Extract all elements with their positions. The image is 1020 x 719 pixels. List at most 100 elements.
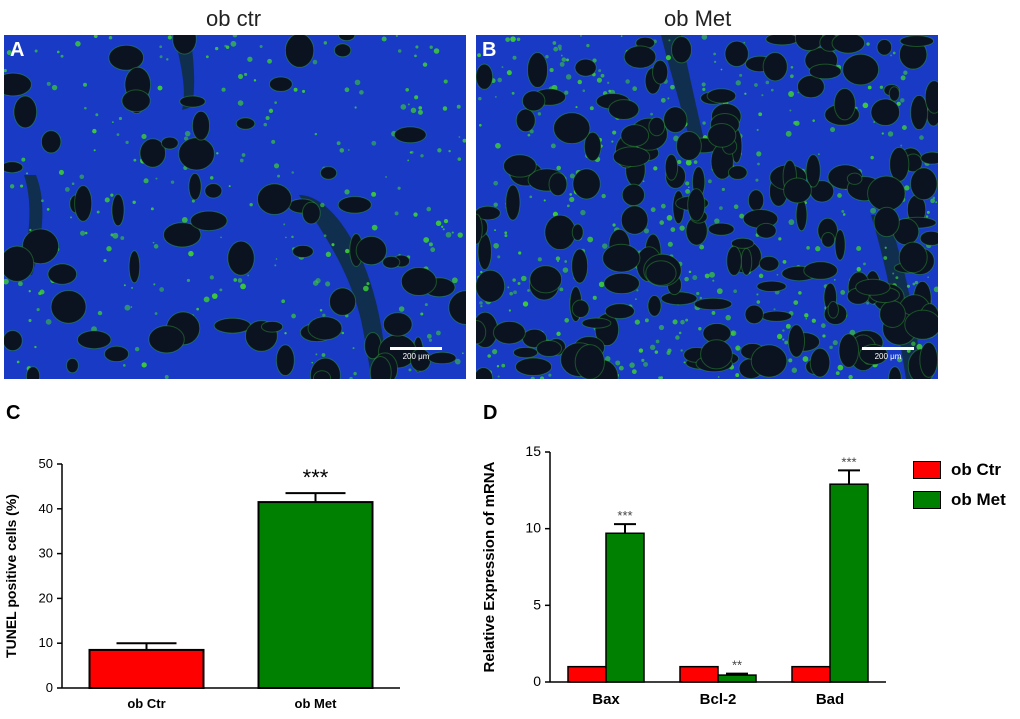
tunel-signal [133,158,137,162]
tunel-signal [569,193,573,196]
tunel-signal [702,87,706,91]
tunel-signal [785,130,792,137]
lipid-vacuole [77,330,112,350]
tunel-signal [788,91,795,97]
tunel-signal [719,206,723,210]
tunel-signal [413,212,418,217]
mrna-significance-label: *** [617,508,632,523]
tunel-signal [461,352,464,355]
tunel-signal [559,61,565,67]
tunel-signal [247,56,253,62]
lipid-vacuole [888,86,900,102]
tunel-signal [776,333,783,340]
lipid-vacuole [574,344,605,379]
tunel-signal [221,87,226,92]
lipid-vacuole [602,243,641,273]
scale-bar-a-line [390,347,442,350]
tunel-signal [730,331,735,336]
tunel-signal [512,278,516,282]
tunel-signal [631,369,637,375]
tunel-signal [323,234,327,237]
legend-label-ob-ctr: ob Ctr [951,460,1002,479]
tunel-signal [241,153,246,157]
tunel-signal [709,271,715,278]
tunel-chart: 0 10 20 30 40 50 TUNEL positive cells (%) ob Ct… [0,440,420,719]
lipid-vacuole [355,235,387,266]
tunel-signal [667,97,670,100]
tunel-signal [131,286,134,289]
tunel-signal [701,35,708,40]
lipid-vacuole [608,99,640,121]
lipid-vacuole [581,317,612,329]
micrograph-ob-met-image [476,35,938,379]
tunel-signal [96,210,100,214]
tunel-signal [29,228,32,232]
tunel-signal [685,159,692,166]
tunel-signal [150,207,154,211]
tunel-signal [632,86,638,92]
scale-bar-a: 200 μm [390,347,442,361]
tunel-signal [497,375,500,378]
tunel-signal [672,319,678,325]
tunel-signal [670,84,675,90]
tunel-signal [433,48,440,54]
scale-bar-b-line [862,347,914,350]
lipid-vacuole [521,90,546,112]
lipid-vacuole [726,245,742,276]
tunel-signal [152,241,155,244]
lipid-vacuole [312,370,332,379]
lipid-vacuole [700,339,733,370]
tunel-signal [493,202,498,207]
mrna-bar-bcl-2-ob-ctr [679,665,719,683]
tunel-signal [18,281,23,287]
tunel-signal [277,174,281,178]
lipid-vacuole [663,106,688,134]
tunel-signal [556,165,561,171]
tunel-signal [856,245,862,251]
lipid-vacuole [328,287,357,316]
tunel-signal [890,54,893,57]
lipid-vacuole [427,351,457,365]
lipid-vacuole [707,123,737,148]
scale-bar-a-label: 200 μm [402,352,430,361]
tunel-signal [104,197,110,203]
tunel-signal [352,347,355,350]
tunel-signal [537,112,542,116]
tunel-signal [881,132,884,135]
tunel-signal [448,149,451,153]
lipid-vacuole [292,244,314,259]
tunel-signal [673,135,679,142]
lipid-vacuole [333,43,352,58]
tunel-signal [782,260,787,264]
lipid-vacuole [256,183,293,216]
tunel-signal [511,91,515,95]
tunel-signal [75,41,81,47]
lipid-vacuole [544,214,577,251]
tunel-signal [896,356,903,363]
lipid-vacuole [898,241,928,274]
tunel-signal [870,207,877,214]
tunel-signal [776,273,779,276]
tunel-signal [564,260,568,263]
blood-vessel [299,195,386,379]
tunel-signal [97,310,103,316]
tunel-signal [784,340,788,345]
tunel-signal [900,98,905,103]
tunel-signal [678,331,682,335]
lipid-vacuole [652,59,669,85]
lipid-vacuole [919,230,938,246]
tunel-signal [773,308,776,311]
lipid-vacuole [740,247,753,276]
tunel-bar-ob-ctr [88,648,205,689]
lipid-vacuole [103,345,130,363]
tunel-signal [677,159,682,165]
tunel-signal [804,313,809,318]
tunel-signal [46,81,51,86]
tunel-signal [428,338,433,342]
lipid-vacuole [612,146,651,168]
tunel-signal [643,361,649,367]
tunel-signal [154,312,158,315]
tunel-signal [443,79,448,84]
mrna-y-axis-label: Relative Expression of mRNA [481,461,498,672]
lipid-vacuole [603,272,640,295]
